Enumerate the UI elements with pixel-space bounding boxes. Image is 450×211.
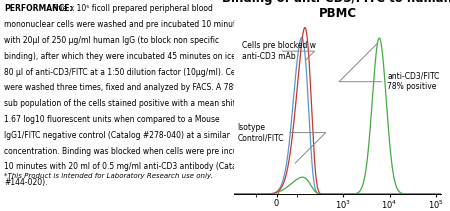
Text: PERFORMANCE:: PERFORMANCE: <box>4 4 73 13</box>
Text: 80 μl of anti-CD3/FITC at a 1:50 dilution factor (10μg/ml). Cells: 80 μl of anti-CD3/FITC at a 1:50 dilutio… <box>4 68 244 77</box>
Text: 1.67 log10 fluorescent units when compared to a Mouse: 1.67 log10 fluorescent units when compar… <box>4 115 220 124</box>
Text: Cells pre blocked w
anti-CD3 mAb: Cells pre blocked w anti-CD3 mAb <box>242 41 316 61</box>
Text: #144-020).: #144-020). <box>4 178 48 187</box>
Text: were washed three times, fixed and analyzed by FACS. A 78%: were washed three times, fixed and analy… <box>4 83 241 92</box>
Text: with 20μl of 250 μg/ml human IgG (to block non specific: with 20μl of 250 μg/ml human IgG (to blo… <box>4 36 220 45</box>
Text: IgG1/FITC negative control (Catalog #278-040) at a similar: IgG1/FITC negative control (Catalog #278… <box>4 131 230 140</box>
Title: Binding of anti-CD3/FITC to human
PBMC: Binding of anti-CD3/FITC to human PBMC <box>222 0 450 20</box>
Text: Isotype
Control/FITC: Isotype Control/FITC <box>238 123 326 163</box>
Text: mononuclear cells were washed and pre incubated 10 minutes: mononuclear cells were washed and pre in… <box>4 20 245 29</box>
Text: Five x 10⁵ ficoll prepared peripheral blood: Five x 10⁵ ficoll prepared peripheral bl… <box>45 4 213 13</box>
Text: anti-CD3/FITC
78% positive: anti-CD3/FITC 78% positive <box>339 43 440 91</box>
Text: concentration. Binding was blocked when cells were pre incubated: concentration. Binding was blocked when … <box>4 147 261 156</box>
Text: 10 minutes with 20 ml of 0.5 mg/ml anti-CD3 antibody (Catalog: 10 minutes with 20 ml of 0.5 mg/ml anti-… <box>4 162 249 172</box>
Text: binding), after which they were incubated 45 minutes on ice with: binding), after which they were incubate… <box>4 52 255 61</box>
Text: sub population of the cells stained positive with a mean shift of: sub population of the cells stained posi… <box>4 99 248 108</box>
Text: *This Product is intended for Laboratory Research use only.: *This Product is intended for Laboratory… <box>4 173 213 179</box>
